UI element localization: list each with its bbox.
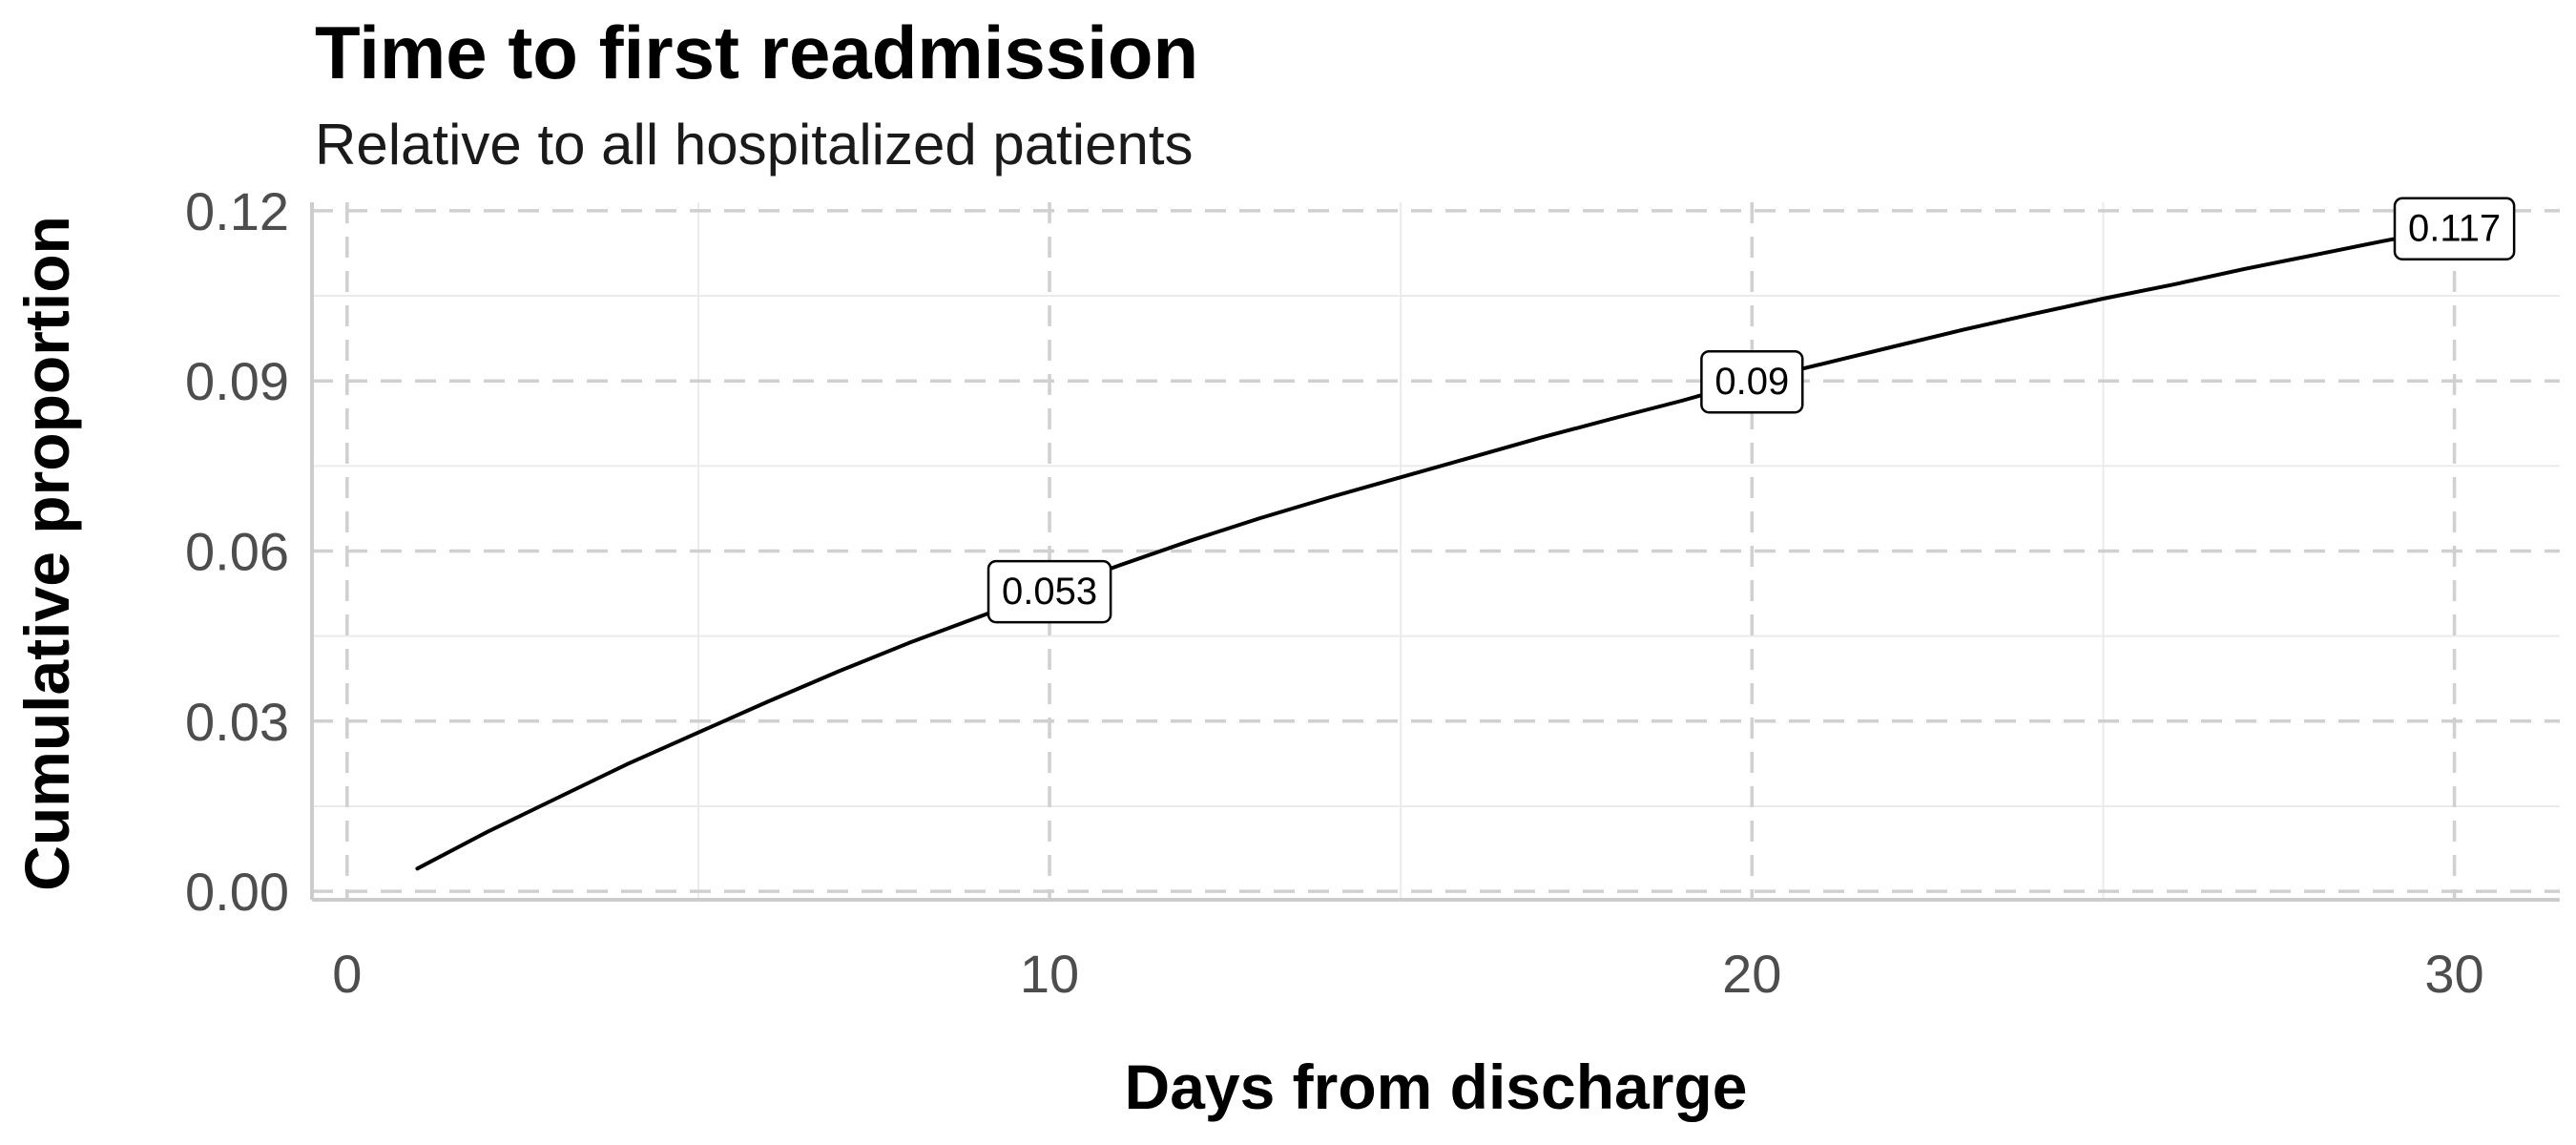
data-label: 0.053 <box>987 559 1112 624</box>
y-axis-ticks: 0.00 0.03 0.06 0.09 0.12 <box>185 181 289 922</box>
y-tick-label: 0.06 <box>185 522 289 582</box>
x-tick-label: 10 <box>1020 944 1079 1004</box>
x-tick-label: 0 <box>332 944 362 1004</box>
y-axis-title: Cumulative proportion <box>11 216 82 891</box>
data-label-box <box>1700 349 1804 414</box>
x-tick-label: 30 <box>2424 944 2483 1004</box>
data-label-box <box>987 559 1112 624</box>
data-label: 0.09 <box>1700 349 1804 414</box>
y-tick-label: 0.12 <box>185 181 289 241</box>
series-group <box>415 225 2457 871</box>
data-label-text: 0.117 <box>2408 208 2501 250</box>
y-tick-label: 0.03 <box>185 692 289 752</box>
chart-subtitle: Relative to all hospitalized patients <box>315 113 1194 177</box>
data-labels: 0.053 0.09 0.117 <box>987 197 2516 624</box>
y-tick-label: 0.09 <box>185 351 289 411</box>
data-label-text: 0.053 <box>1002 571 1097 613</box>
data-label-text: 0.09 <box>1714 361 1789 403</box>
x-tick-label: 20 <box>1722 944 1781 1004</box>
y-tick-label: 0.00 <box>185 862 289 922</box>
data-label-box <box>2393 197 2516 260</box>
data-label: 0.117 <box>2393 197 2516 260</box>
minor-gridlines <box>312 202 2560 900</box>
series-line <box>415 225 2457 871</box>
x-axis-ticks: 0 10 20 30 <box>332 944 2483 1004</box>
major-gridlines <box>312 202 2560 900</box>
chart-title: Time to first readmission <box>315 10 1198 94</box>
axis-lines <box>310 202 2560 902</box>
x-axis-title: Days from discharge <box>1125 1051 1748 1122</box>
